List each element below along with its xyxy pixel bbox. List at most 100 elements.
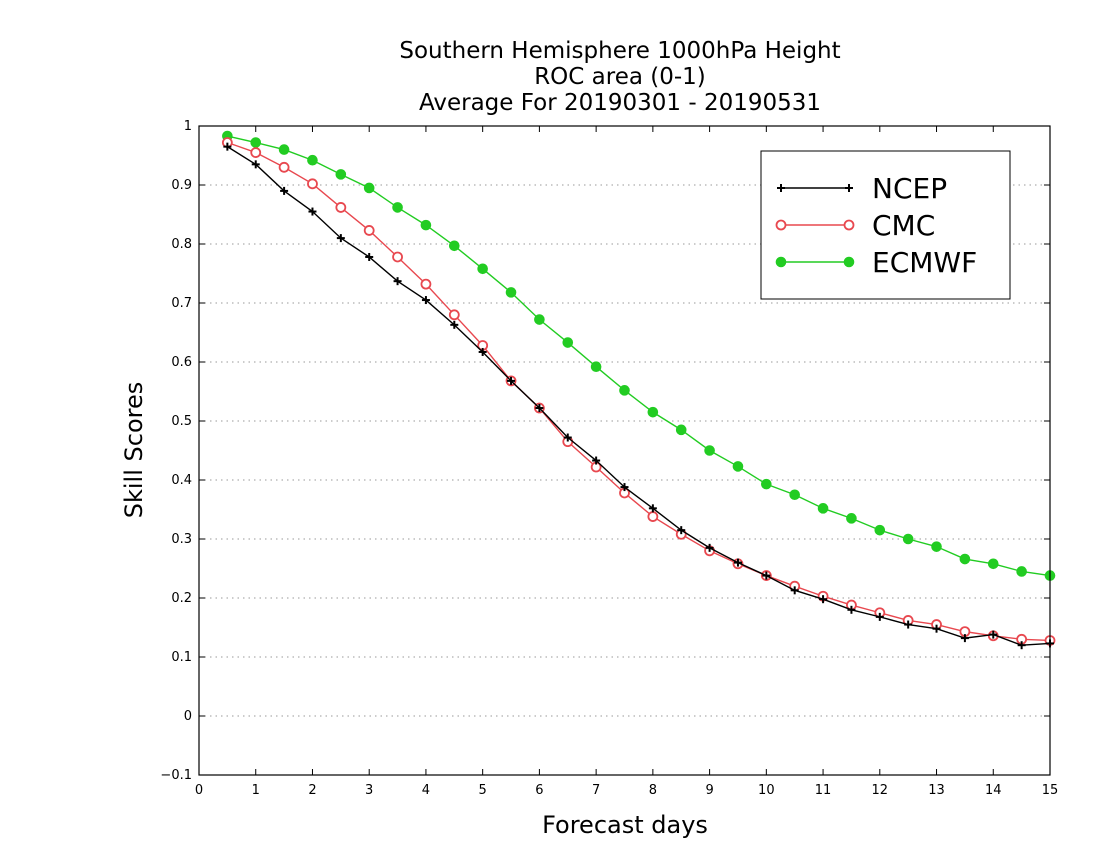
data-point (732, 461, 744, 472)
data-point (280, 186, 289, 195)
data-point (477, 263, 488, 275)
data-point (819, 595, 828, 604)
data-point (335, 202, 347, 213)
data-point (647, 406, 659, 418)
data-point (677, 526, 686, 535)
x-tick-label: 12 (872, 783, 889, 798)
title-line-1: Southern Hemisphere 1000hPa Height (399, 38, 840, 64)
data-point (1016, 566, 1027, 577)
data-point (534, 314, 545, 325)
x-tick-label: 7 (592, 783, 600, 798)
data-point (590, 361, 602, 373)
title-line-3: Average For 20190301 - 20190531 (419, 90, 821, 116)
data-point (392, 251, 403, 263)
data-point (278, 161, 290, 173)
data-point (705, 543, 714, 552)
data-point (363, 225, 375, 236)
y-tick-label: 0.2 (171, 591, 192, 606)
x-tick-label: 6 (535, 783, 543, 798)
data-point (704, 445, 715, 456)
x-tick-label: 15 (1042, 783, 1059, 798)
y-tick-label: 0.7 (171, 296, 192, 311)
legend: NCEP CMC ECMWF (760, 150, 1011, 300)
y-axis-label: Skill Scores (120, 382, 148, 519)
data-point (648, 504, 657, 513)
data-point (762, 571, 771, 580)
data-point (251, 160, 260, 169)
y-tick-label: 0.3 (171, 532, 192, 547)
x-tick-label: 2 (308, 783, 316, 798)
data-point (777, 184, 785, 192)
data-point (647, 511, 659, 522)
data-point (507, 376, 516, 385)
data-point (592, 456, 601, 465)
series-line (226, 146, 1051, 646)
y-tick-label: 0.5 (171, 414, 192, 429)
legend-entry-ncep: NCEP (777, 172, 947, 205)
data-point (959, 553, 971, 565)
data-point (817, 503, 829, 514)
data-point (449, 240, 460, 252)
data-point (250, 147, 262, 158)
x-tick-label: 1 (252, 783, 260, 798)
data-point (505, 287, 517, 298)
legend-label: ECMWF (872, 246, 977, 279)
x-axis-label: Forecast days (542, 811, 708, 839)
data-point (931, 541, 942, 552)
data-point (960, 634, 969, 643)
data-point (535, 404, 544, 413)
data-point (307, 154, 318, 166)
data-point (845, 184, 853, 192)
data-point (843, 256, 855, 268)
data-point (393, 277, 402, 286)
x-tick-label: 8 (649, 783, 657, 798)
data-point (392, 202, 403, 213)
data-point (1017, 641, 1026, 650)
data-point (308, 207, 317, 216)
series-layer (221, 130, 1056, 650)
data-point (874, 524, 886, 536)
data-point (420, 219, 432, 231)
x-tick-label: 3 (365, 783, 373, 798)
y-tick-label: 0.9 (171, 178, 192, 193)
data-point (902, 533, 914, 545)
x-tick-label: 11 (815, 783, 832, 798)
x-tick-label: 4 (422, 783, 430, 798)
legend-label: CMC (872, 209, 935, 242)
y-tick-label: 0.6 (171, 355, 192, 370)
data-point (562, 337, 574, 348)
legend-entry-ecmwf: ECMWF (775, 246, 977, 279)
title-line-2: ROC area (0-1) (534, 64, 706, 90)
data-point (932, 624, 941, 633)
y-tick-label: 0.1 (171, 650, 192, 665)
x-tick-label: 10 (758, 783, 775, 798)
data-point (675, 424, 687, 436)
data-point (278, 144, 290, 155)
data-point (478, 347, 487, 356)
y-tick-label: 0 (184, 709, 192, 724)
data-point (421, 296, 430, 305)
y-axis: −0.1 0 0.1 0.2 0.3 0.4 0.5 0.6 0.7 0.8 0.9 1 (160, 119, 1050, 783)
series-ncep (223, 142, 1054, 650)
data-point (336, 234, 345, 243)
data-point (420, 278, 432, 290)
data-point (563, 433, 572, 442)
data-point (223, 142, 232, 151)
x-tick-label: 0 (195, 783, 203, 798)
data-point (775, 219, 787, 231)
data-point (450, 320, 459, 329)
data-point (775, 256, 787, 268)
y-tick-label: −0.1 (160, 768, 192, 783)
x-tick-label: 13 (928, 783, 945, 798)
data-point (843, 219, 855, 231)
data-point (307, 178, 318, 190)
data-point (363, 182, 375, 194)
x-tick-label: 5 (479, 783, 487, 798)
x-tick-label: 9 (705, 783, 713, 798)
data-point (847, 605, 856, 614)
x-axis: 0 1 2 3 4 5 6 7 8 9 10 11 12 13 14 15 (195, 126, 1058, 798)
data-point (875, 612, 884, 621)
data-point (335, 169, 347, 180)
data-point (789, 489, 801, 501)
